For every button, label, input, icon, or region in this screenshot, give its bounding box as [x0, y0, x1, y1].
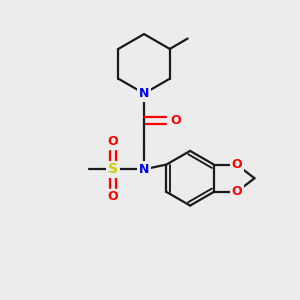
Text: O: O: [231, 158, 242, 171]
Text: O: O: [170, 114, 181, 127]
Text: N: N: [139, 163, 149, 176]
Text: S: S: [108, 162, 118, 176]
Text: O: O: [231, 185, 242, 198]
Text: O: O: [107, 190, 118, 203]
Text: N: N: [139, 87, 149, 100]
Text: O: O: [107, 136, 118, 148]
